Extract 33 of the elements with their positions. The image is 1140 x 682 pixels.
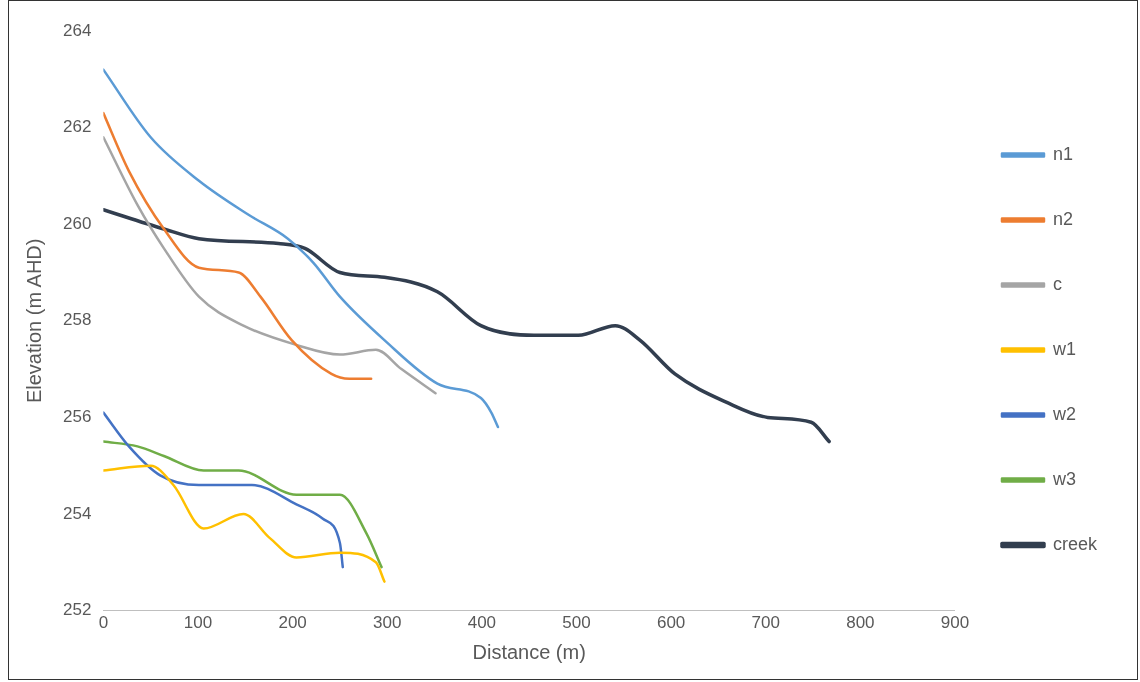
- legend-label: n1: [1052, 143, 1074, 164]
- x-tick-label: 0: [98, 613, 109, 633]
- x-tick-label: 400: [467, 613, 497, 633]
- x-tick-label: 800: [846, 613, 875, 633]
- line-series: [103, 464, 386, 583]
- y-tick-label: 254: [62, 503, 92, 523]
- y-tick-label: 260: [62, 213, 92, 233]
- legend-label: c: [1052, 273, 1062, 294]
- x-tick-label: 600: [656, 613, 686, 633]
- x-tick-label: 300: [373, 613, 402, 633]
- x-tick-label: 700: [751, 613, 780, 633]
- line-series: [103, 207, 831, 444]
- legend-label: w2: [1051, 403, 1076, 424]
- legend-label: w1: [1051, 338, 1076, 359]
- y-tick-label: 256: [62, 407, 92, 427]
- x-axis-title: Distance (m): [472, 640, 586, 663]
- x-tick-label: 500: [562, 613, 591, 633]
- legend-label: creek: [1052, 533, 1098, 554]
- y-tick-label: 252: [62, 600, 92, 620]
- legend-label: w3: [1051, 468, 1076, 489]
- y-tick-label: 262: [62, 117, 92, 137]
- x-tick-label: 200: [278, 613, 307, 633]
- line-series: [103, 68, 500, 429]
- legend-label: n2: [1052, 208, 1074, 229]
- line-series: [103, 111, 373, 381]
- y-axis-title: Elevation (m AHD): [22, 238, 45, 404]
- line-series: [103, 411, 345, 569]
- line-series: [103, 440, 383, 569]
- x-tick-label: 900: [940, 613, 970, 633]
- x-tick-label: 100: [183, 613, 213, 633]
- line-series: [103, 136, 437, 395]
- y-tick-label: 264: [62, 20, 92, 40]
- y-tick-label: 258: [62, 310, 92, 330]
